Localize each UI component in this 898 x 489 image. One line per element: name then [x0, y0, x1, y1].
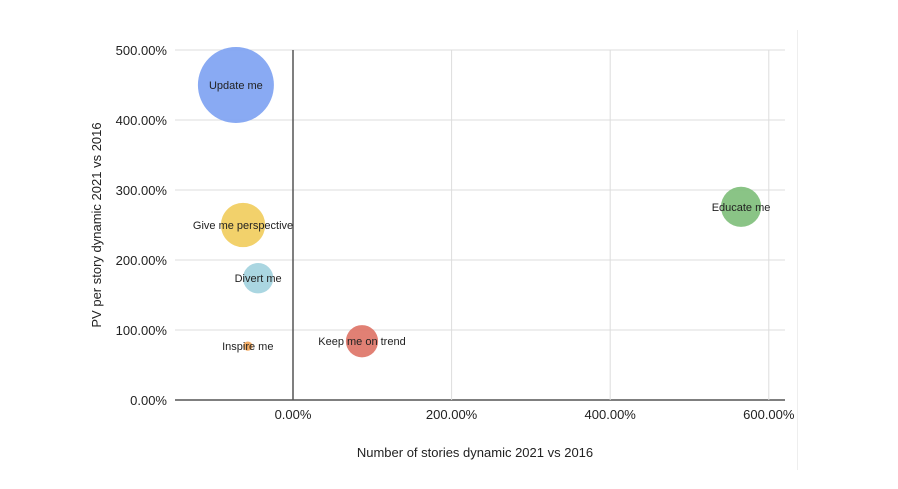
x-tick-label: 600.00% [743, 407, 795, 422]
x-tick-label: 0.00% [275, 407, 312, 422]
y-tick-label: 300.00% [116, 183, 168, 198]
bubble-label: Inspire me [222, 341, 273, 353]
bubble-label: Divert me [235, 273, 282, 285]
bubble [720, 186, 762, 227]
y-tick-label: 0.00% [130, 393, 167, 408]
x-axis-label: Number of stories dynamic 2021 vs 2016 [357, 445, 593, 460]
bubble-label: Update me [209, 80, 263, 92]
x-tick-label: 400.00% [585, 407, 637, 422]
bubble-label: Educate me [712, 202, 771, 214]
y-axis-label: PV per story dynamic 2021 vs 2016 [89, 122, 104, 327]
x-tick-label: 200.00% [426, 407, 478, 422]
y-tick-label: 400.00% [116, 113, 168, 128]
panel-edge [797, 30, 798, 470]
bubble [345, 325, 379, 358]
y-tick-label: 100.00% [116, 323, 168, 338]
bubble [197, 47, 274, 123]
bubble [243, 341, 253, 351]
y-tick-label: 500.00% [116, 43, 168, 58]
bubble [242, 263, 274, 294]
bubble [220, 202, 266, 248]
bubble-label: Keep me on trend [318, 336, 405, 348]
y-tick-label: 200.00% [116, 253, 168, 268]
bubble-label: Give me perspective [193, 220, 293, 232]
